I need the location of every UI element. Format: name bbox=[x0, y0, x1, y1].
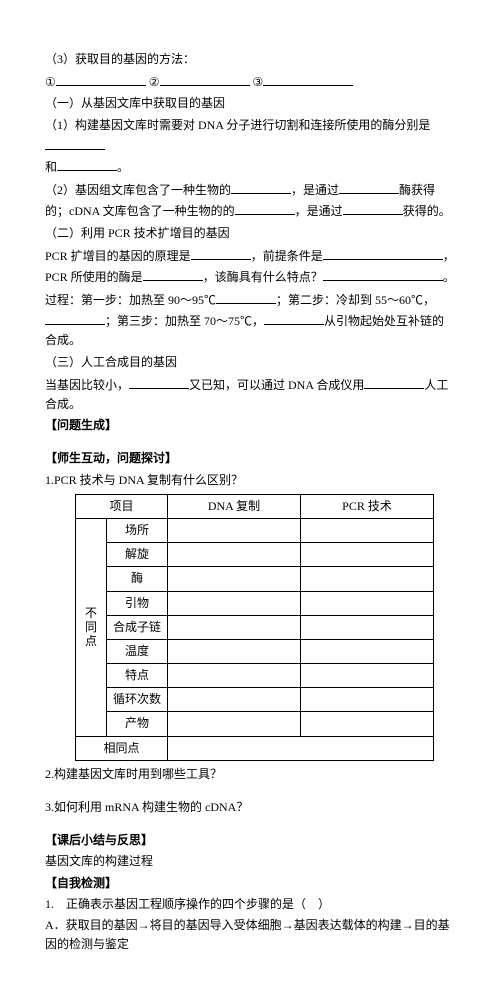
blank bbox=[323, 245, 443, 260]
sec1-l2: （2）基因组文库包含了一种生物的，是通过酶获得的；cDNA 文库包含了一种生物的… bbox=[45, 179, 455, 221]
text: PCR 扩增目的基因的原理是 bbox=[45, 249, 191, 263]
th-dna: DNA 复制 bbox=[168, 494, 301, 518]
text: ，该酶具有什么特点？ bbox=[203, 270, 323, 284]
sec1-l1: （1）构建基因文库时需要对 DNA 分子进行切割和连接所使用的酶分别是 和 。 bbox=[45, 116, 455, 178]
text: ，是通过 bbox=[291, 183, 339, 197]
blank bbox=[343, 200, 403, 215]
text: 过程：第一步：加热至 90～95℃ bbox=[45, 293, 216, 307]
sec2-l1: PCR 扩增目的基因的原理是，前提条件是，PCR 所使用的酶是，该酶具有什么特点… bbox=[45, 245, 455, 287]
blank bbox=[339, 179, 399, 194]
sec1-title: （一）从基因文库中获取目的基因 bbox=[45, 94, 455, 113]
row-label: 解旋 bbox=[107, 543, 168, 567]
q3-mrna: 3.如何利用 mRNA 构建生物的 cDNA？ bbox=[45, 798, 455, 817]
gen-title: 【问题生成】 bbox=[45, 416, 455, 435]
blank bbox=[263, 71, 353, 86]
row-label: 引物 bbox=[107, 591, 168, 615]
row-label: 产物 bbox=[107, 712, 168, 736]
mc1a: 1. 正确表示基因工程顺序操作的四个步骤的是（ ） bbox=[45, 895, 455, 914]
mc1b: A．获取目的基因→将目的基因导入受体细胞→基因表达载体的构建→目的基因的检测与鉴… bbox=[45, 916, 455, 954]
blank bbox=[231, 179, 291, 194]
text: 当基因比较小， bbox=[45, 378, 129, 392]
th-pcr: PCR 技术 bbox=[301, 494, 434, 518]
blank bbox=[216, 289, 276, 304]
row-label: 特点 bbox=[107, 664, 168, 688]
num-1: ① bbox=[45, 75, 56, 89]
text: ；第三步：加热至 70～75℃， bbox=[105, 314, 264, 328]
row-label: 循环次数 bbox=[107, 688, 168, 712]
blank bbox=[235, 200, 295, 215]
blank bbox=[129, 374, 189, 389]
blank bbox=[143, 266, 203, 281]
blank bbox=[57, 156, 117, 171]
text: ，是通过 bbox=[295, 204, 343, 218]
row-label: 温度 bbox=[107, 639, 168, 663]
row-same: 相同点 bbox=[76, 736, 168, 760]
q3-heading: （3）获取目的基因的方法： bbox=[45, 50, 455, 69]
text: （1）构建基因文库时需要对 DNA 分子进行切割和连接所使用的酶分别是 bbox=[45, 118, 430, 132]
row-label: 场所 bbox=[107, 518, 168, 542]
blank bbox=[364, 374, 424, 389]
compare-table: 项目 DNA 复制 PCR 技术 不同点场所 解旋 酶 引物 合成子链 温度 特… bbox=[75, 494, 434, 761]
text: （2）基因组文库包含了一种生物的 bbox=[45, 183, 231, 197]
sec2-title: （二）利用 PCR 技术扩增目的基因 bbox=[45, 224, 455, 243]
text: 和 bbox=[45, 160, 57, 174]
blank bbox=[191, 245, 251, 260]
blank bbox=[323, 266, 443, 281]
text: ，前提条件是 bbox=[251, 249, 323, 263]
text: 。 bbox=[443, 270, 455, 284]
sec3-l1: 当基因比较小，又已知，可以通过 DNA 合成仪用人工合成。 bbox=[45, 374, 455, 414]
text: 。 bbox=[117, 160, 129, 174]
vcat: 不同点 bbox=[76, 518, 107, 736]
row-label: 合成子链 bbox=[107, 615, 168, 639]
th-item: 项目 bbox=[76, 494, 168, 518]
self-test-title: 【自我检测】 bbox=[45, 874, 455, 893]
blank-line-1: ① ② ③ bbox=[45, 71, 455, 92]
q2: 2.构建基因文库时用到哪些工具？ bbox=[45, 765, 455, 784]
num-3: ③ bbox=[253, 75, 264, 89]
blank bbox=[56, 71, 146, 86]
summary-line: 基因文库的构建过程 bbox=[45, 852, 455, 871]
text: 又已知，可以通过 DNA 合成仪用 bbox=[189, 378, 364, 392]
sec3-title: （三）人工合成目的基因 bbox=[45, 353, 455, 372]
blank bbox=[45, 310, 105, 325]
num-2: ② bbox=[149, 75, 160, 89]
inter-title: 【师生互动，问题探讨】 bbox=[45, 449, 455, 468]
blank bbox=[45, 135, 105, 150]
blank bbox=[160, 71, 250, 86]
text: ；第二步：冷却到 55～60℃， bbox=[276, 293, 435, 307]
summary-title: 【课后小结与反思】 bbox=[45, 831, 455, 850]
q1: 1.PCR 技术与 DNA 复制有什么区别？ bbox=[45, 471, 455, 490]
text: 获得的。 bbox=[403, 204, 451, 218]
blank bbox=[264, 310, 324, 325]
row-label: 酶 bbox=[107, 567, 168, 591]
sec2-l2: 过程：第一步：加热至 90～95℃ ；第二步：冷却到 55～60℃， ；第三步：加热… bbox=[45, 289, 455, 351]
